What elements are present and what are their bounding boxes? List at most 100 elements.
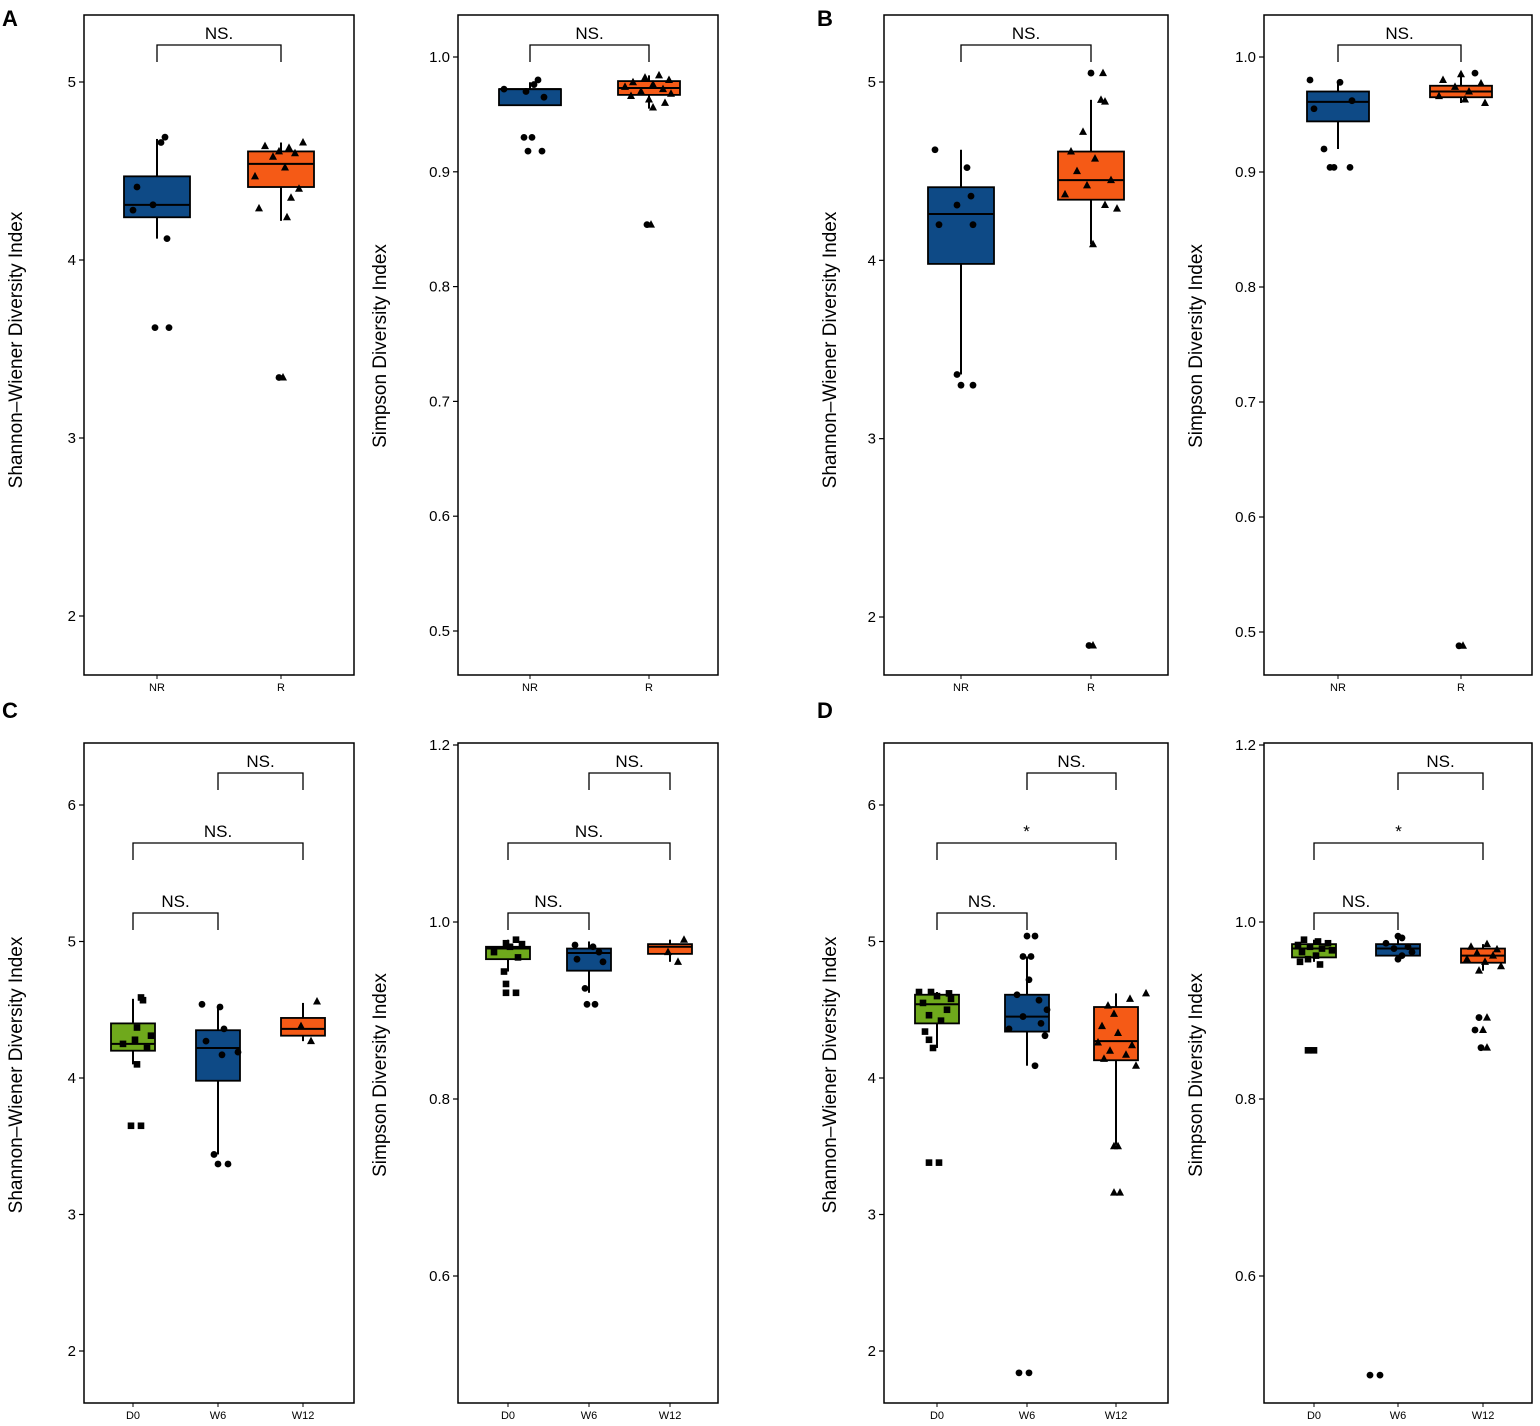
panel-letter-a: A xyxy=(2,6,18,31)
data-point xyxy=(1398,934,1406,942)
plot-frame xyxy=(1263,14,1533,676)
data-point xyxy=(935,1159,943,1166)
data-point xyxy=(1296,958,1304,966)
y-tick-label: 1.0 xyxy=(429,914,450,931)
data-point xyxy=(591,1000,599,1008)
data-point xyxy=(261,141,269,150)
box-body xyxy=(195,1029,241,1082)
data-point xyxy=(1101,200,1109,209)
data-point xyxy=(1087,69,1095,77)
data-point xyxy=(313,997,321,1005)
data-point xyxy=(1435,91,1443,100)
y-tick-label: 0.7 xyxy=(1235,394,1256,411)
data-point xyxy=(1027,953,1035,960)
box-nr xyxy=(927,146,995,389)
box-body xyxy=(498,88,562,107)
data-point xyxy=(649,103,657,111)
x-tick-label-r: R xyxy=(1087,682,1095,694)
y-tick-label: 4 xyxy=(868,1070,876,1087)
data-point xyxy=(490,948,498,956)
box-w12 xyxy=(647,935,693,965)
chart-a-simpson: 0.5 0.6 0.7 0.8 0.9 1.0 Simpson Diversity Inde… xyxy=(370,14,719,694)
data-point xyxy=(165,324,173,332)
data-point xyxy=(234,1048,242,1056)
data-point xyxy=(520,133,528,141)
data-point xyxy=(1035,996,1043,1004)
box-w12 xyxy=(280,997,326,1045)
y-tick-label: 5 xyxy=(68,934,76,951)
x-tick-label-w12: W12 xyxy=(659,1410,682,1422)
data-point xyxy=(1471,69,1479,77)
data-point xyxy=(929,1044,937,1052)
data-point xyxy=(581,984,589,992)
significance-label: NS. xyxy=(615,752,643,771)
y-axis-label: Shannon–Wiener Diversity Index xyxy=(820,936,841,1213)
data-point xyxy=(621,82,629,90)
y-tick-label: 4 xyxy=(68,252,76,269)
y-tick-label: 6 xyxy=(68,797,76,814)
data-point xyxy=(649,80,657,88)
data-point xyxy=(1116,1188,1124,1196)
significance-label: NS. xyxy=(575,24,603,43)
significance-bracket xyxy=(936,912,1028,930)
data-point xyxy=(1330,164,1338,171)
data-point xyxy=(1439,75,1447,83)
data-point xyxy=(1316,961,1324,968)
data-point xyxy=(1465,87,1473,95)
data-point xyxy=(133,1061,141,1068)
significance-label: NS. xyxy=(205,24,233,43)
x-tick-label-w6: W6 xyxy=(1390,1410,1407,1422)
y-tick-label: 4 xyxy=(68,1070,76,1087)
significance-bracket xyxy=(936,842,1117,860)
data-point xyxy=(921,1028,929,1035)
data-point xyxy=(1094,1038,1102,1046)
data-point xyxy=(1106,1046,1114,1054)
data-point xyxy=(1376,1371,1384,1379)
data-point xyxy=(1089,239,1097,248)
data-point xyxy=(953,201,961,209)
data-point xyxy=(915,988,923,996)
y-tick-label: 2 xyxy=(68,1343,76,1360)
box-r xyxy=(1429,69,1493,650)
y-tick-label: 0.9 xyxy=(429,164,450,181)
box-nr xyxy=(498,76,562,155)
box-w6 xyxy=(566,941,612,1008)
data-point xyxy=(1110,1009,1118,1017)
data-point xyxy=(295,184,303,192)
data-point xyxy=(275,146,283,155)
data-point xyxy=(216,1003,224,1011)
y-tick-label: 0.8 xyxy=(429,279,450,296)
data-point xyxy=(163,235,171,243)
data-point xyxy=(919,999,927,1007)
y-tick-label: 5 xyxy=(868,934,876,951)
y-tick-label: 0.8 xyxy=(1235,279,1256,296)
data-point xyxy=(659,84,667,93)
data-point xyxy=(667,89,675,97)
box-r xyxy=(247,138,315,381)
y-tick-label: 0.6 xyxy=(429,1268,450,1285)
x-tick-label-d0: D0 xyxy=(126,1410,140,1422)
box-w12 xyxy=(1093,988,1150,1196)
data-point xyxy=(1015,1369,1023,1377)
data-point xyxy=(1025,1369,1033,1377)
x-tick-label-w12: W12 xyxy=(1472,1410,1495,1422)
significance-label: * xyxy=(1395,822,1402,841)
data-point xyxy=(534,76,542,84)
data-point xyxy=(1104,1001,1112,1009)
data-point xyxy=(1107,175,1115,184)
data-point xyxy=(957,381,965,389)
plot-frame xyxy=(457,742,719,1404)
data-point xyxy=(157,139,165,146)
data-point xyxy=(524,147,532,155)
significance-bracket xyxy=(507,842,671,860)
data-point xyxy=(269,152,277,160)
x-tick-label-w6: W6 xyxy=(210,1410,227,1422)
x-tick-label-r: R xyxy=(645,682,653,694)
data-point xyxy=(1132,1061,1140,1069)
data-point xyxy=(1457,69,1465,78)
significance-bracket xyxy=(217,772,304,790)
data-point xyxy=(1089,641,1097,649)
data-point xyxy=(1451,82,1459,90)
data-point xyxy=(1382,939,1390,947)
y-axis-label: Shannon–Wiener Diversity Index xyxy=(820,211,841,488)
